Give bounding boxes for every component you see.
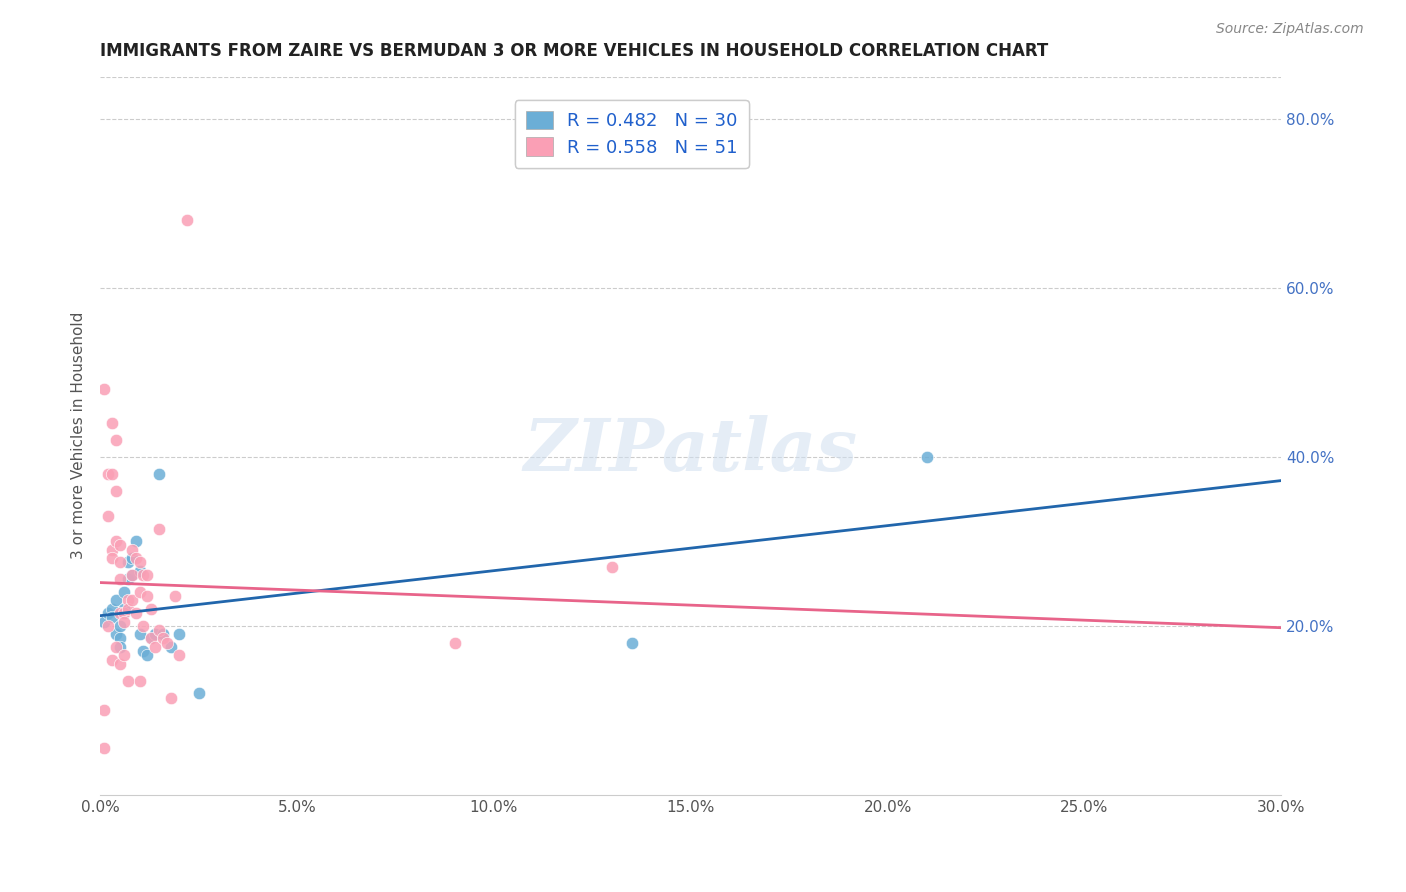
Point (117, 593, 139, 607)
Point (104, 627, 127, 641)
Point (124, 551, 146, 566)
Point (97, 606, 120, 620)
Point (128, 673, 150, 688)
Text: IMMIGRANTS FROM ZAIRE VS BERMUDAN 3 OR MORE VEHICLES IN HOUSEHOLD CORRELATION CH: IMMIGRANTS FROM ZAIRE VS BERMUDAN 3 OR M… (100, 42, 1049, 60)
Point (163, 589, 186, 603)
Point (136, 568, 159, 582)
Point (136, 589, 159, 603)
Point (187, 686, 209, 700)
Point (141, 632, 163, 646)
Point (141, 632, 163, 646)
Point (117, 572, 139, 586)
Point (101, 416, 124, 430)
Text: Source: ZipAtlas.com: Source: ZipAtlas.com (1216, 22, 1364, 37)
Text: ZIPatlas: ZIPatlas (523, 415, 858, 485)
Point (121, 593, 143, 607)
Point (160, 640, 183, 654)
Point (101, 467, 124, 481)
Point (104, 640, 127, 654)
Point (97, 508, 120, 523)
Point (143, 627, 166, 641)
Point (156, 635, 179, 649)
Point (167, 627, 190, 641)
Point (128, 627, 150, 641)
Point (148, 467, 170, 481)
Legend: R = 0.482   N = 30, R = 0.558   N = 51: R = 0.482 N = 30, R = 0.558 N = 51 (515, 100, 748, 168)
Point (112, 585, 135, 599)
Point (128, 585, 150, 599)
Point (121, 551, 143, 566)
Point (108, 555, 131, 569)
Point (132, 618, 155, 632)
Point (132, 568, 155, 582)
Point (167, 648, 190, 663)
Point (108, 606, 131, 620)
Point (112, 606, 135, 620)
Point (93, 703, 115, 717)
Point (117, 555, 139, 569)
Point (124, 606, 146, 620)
Point (143, 640, 166, 654)
Point (141, 602, 163, 616)
Point (108, 618, 131, 632)
Point (600, 559, 623, 574)
Point (101, 652, 124, 666)
Point (160, 690, 183, 705)
Point (121, 568, 143, 582)
Point (915, 450, 938, 464)
Point (117, 673, 139, 688)
Point (124, 534, 146, 549)
Point (104, 433, 127, 447)
Point (148, 522, 170, 536)
Point (101, 542, 124, 557)
Point (152, 627, 174, 641)
Point (108, 572, 131, 586)
Point (121, 568, 143, 582)
Point (101, 551, 124, 566)
Point (93, 615, 115, 629)
Point (97, 618, 120, 632)
Point (620, 635, 643, 649)
Point (176, 213, 198, 227)
Point (104, 483, 127, 498)
Point (112, 648, 135, 663)
Point (152, 632, 174, 646)
Point (108, 640, 131, 654)
Point (93, 382, 115, 396)
Point (101, 602, 124, 616)
Point (128, 564, 150, 578)
Point (104, 534, 127, 549)
Point (108, 657, 131, 671)
Point (108, 539, 131, 553)
Point (132, 644, 155, 658)
Point (104, 593, 127, 607)
Point (136, 648, 159, 663)
Point (112, 606, 135, 620)
Point (97, 467, 120, 481)
Y-axis label: 3 or more Vehicles in Household: 3 or more Vehicles in Household (72, 312, 86, 559)
Point (443, 635, 465, 649)
Point (121, 542, 143, 557)
Point (148, 623, 170, 637)
Point (108, 632, 131, 646)
Point (117, 602, 139, 616)
Point (93, 741, 115, 756)
Point (128, 555, 150, 569)
Point (112, 615, 135, 629)
Point (101, 610, 124, 624)
Point (112, 602, 135, 616)
